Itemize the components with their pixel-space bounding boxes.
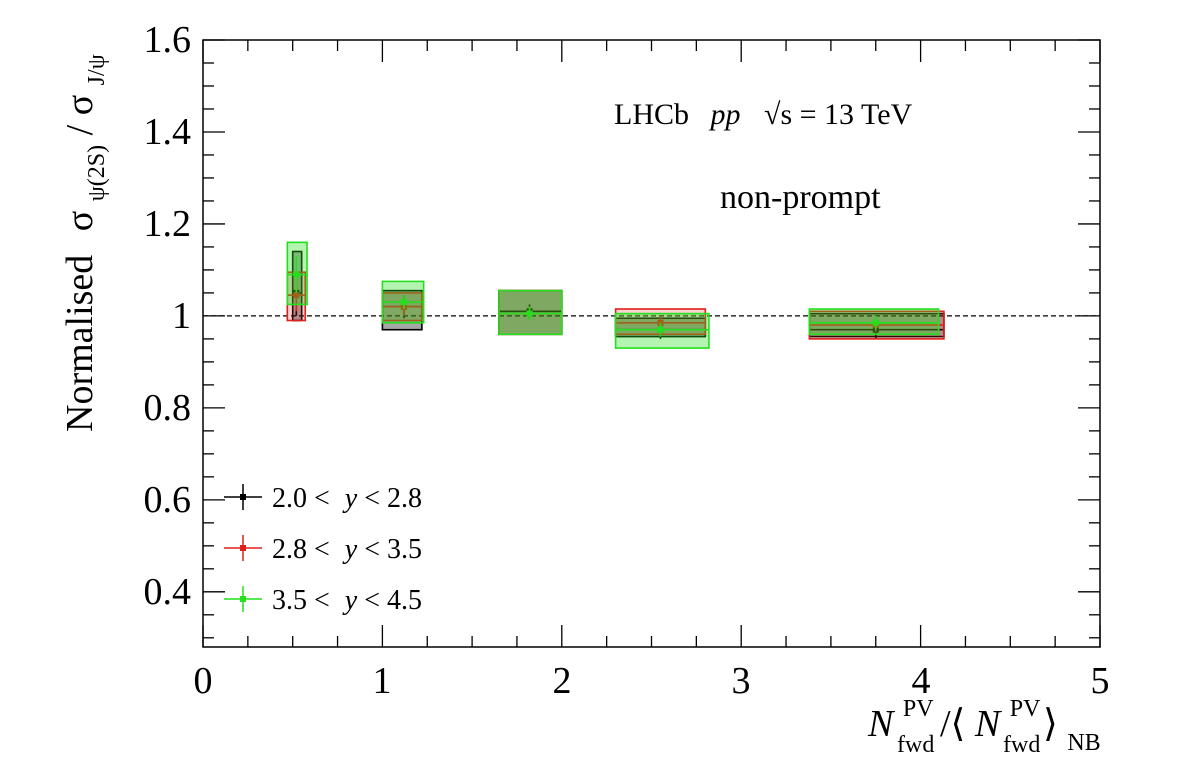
- legend-label: 3.5 < y < 4.5: [272, 585, 422, 616]
- legend-var: y: [342, 585, 358, 616]
- legend-entry: 2.8 < y < 3.5: [224, 534, 422, 565]
- x-title-inner: N: [974, 703, 1003, 745]
- data-point: [400, 299, 407, 306]
- x-tick-label: 2: [553, 660, 572, 702]
- annotation-label: non-prompt: [720, 179, 881, 216]
- data-point: [293, 271, 300, 278]
- legend-label: 2.0 < y < 2.8: [272, 483, 422, 514]
- x-title-close: ⟩: [1043, 703, 1058, 745]
- legend-var: y: [342, 483, 358, 514]
- legend-high: < 4.5: [364, 585, 422, 616]
- y-title-den-sub: J/ψ: [84, 54, 110, 85]
- legend-marker-point: [240, 596, 246, 602]
- annotation-experiment: LHCb: [614, 98, 689, 131]
- x-title-sep: /⟨: [940, 703, 965, 745]
- legend-high: < 2.8: [364, 483, 422, 514]
- x-tick-label: 0: [194, 660, 213, 702]
- annotation-energy: √s = 13 TeV: [764, 98, 913, 131]
- annotation-collision: pp: [709, 98, 741, 131]
- x-tick-label: 3: [732, 660, 751, 702]
- y-tick-label: 1.4: [144, 111, 192, 153]
- y-title-slash: /: [59, 124, 101, 135]
- y-tick-label: 0.4: [144, 571, 192, 613]
- legend-marker-point: [240, 494, 246, 500]
- x-title-inner-sub: fwd: [1003, 732, 1040, 758]
- legend-low: 2.0 <: [272, 483, 330, 514]
- x-tick-label: 1: [373, 660, 392, 702]
- y-tick-label: 1.2: [144, 203, 192, 245]
- legend-marker-point: [240, 545, 246, 551]
- data-point: [872, 319, 879, 326]
- legend-entry: 3.5 < y < 4.5: [224, 585, 422, 616]
- y-tick-label: 0.8: [144, 387, 192, 429]
- x-axis-title: N PV fwd /⟨ N PV fwd ⟩ NB: [867, 683, 1101, 761]
- legend-entry: 2.0 < y < 2.8: [224, 483, 422, 514]
- legend-low: 2.8 <: [272, 534, 330, 565]
- x-title-outer-sub: NB: [1067, 730, 1100, 756]
- x-tick-labels: 0 1 2 3 4 5: [194, 660, 1110, 702]
- data-point: [526, 310, 533, 317]
- annotation-header: LHCb pp √s = 13 TeV: [614, 98, 913, 131]
- y-title-den-symbol: σ: [59, 95, 101, 115]
- y-title-num-symbol: σ: [59, 211, 101, 231]
- y-title-prefix: Normalised: [59, 255, 101, 432]
- y-tick-labels: 0.4 0.6 0.8 1 1.2 1.4 1.6: [144, 19, 192, 613]
- x-title-main-sup: PV: [903, 696, 934, 722]
- legend: 2.0 < y < 2.8 2.8 < y < 3.5 3.5 < y < 4.…: [224, 483, 422, 616]
- series-2: [286, 241, 940, 349]
- legend-low: 3.5 <: [272, 585, 330, 616]
- y-tick-label: 1: [172, 295, 191, 337]
- data-point: [657, 326, 664, 333]
- legend-var: y: [342, 534, 358, 565]
- y-tick-label: 0.6: [144, 479, 192, 521]
- data-point: [293, 292, 300, 299]
- y-title-num-sub: ψ(2S): [84, 145, 110, 201]
- legend-high: < 3.5: [364, 534, 422, 565]
- y-tick-label: 1.6: [144, 19, 192, 61]
- x-tick-label: 5: [1091, 660, 1110, 702]
- axis-ticks: [202, 39, 1101, 647]
- data-series: [286, 241, 945, 349]
- x-title-main: N: [867, 703, 896, 745]
- y-axis-title: Normalised σ ψ(2S) / σ J/ψ: [59, 54, 113, 432]
- x-title-inner-sup: PV: [1010, 696, 1041, 722]
- legend-label: 2.8 < y < 3.5: [272, 534, 422, 565]
- x-title-main-sub: fwd: [897, 732, 934, 758]
- x-tick-label: 4: [912, 660, 931, 702]
